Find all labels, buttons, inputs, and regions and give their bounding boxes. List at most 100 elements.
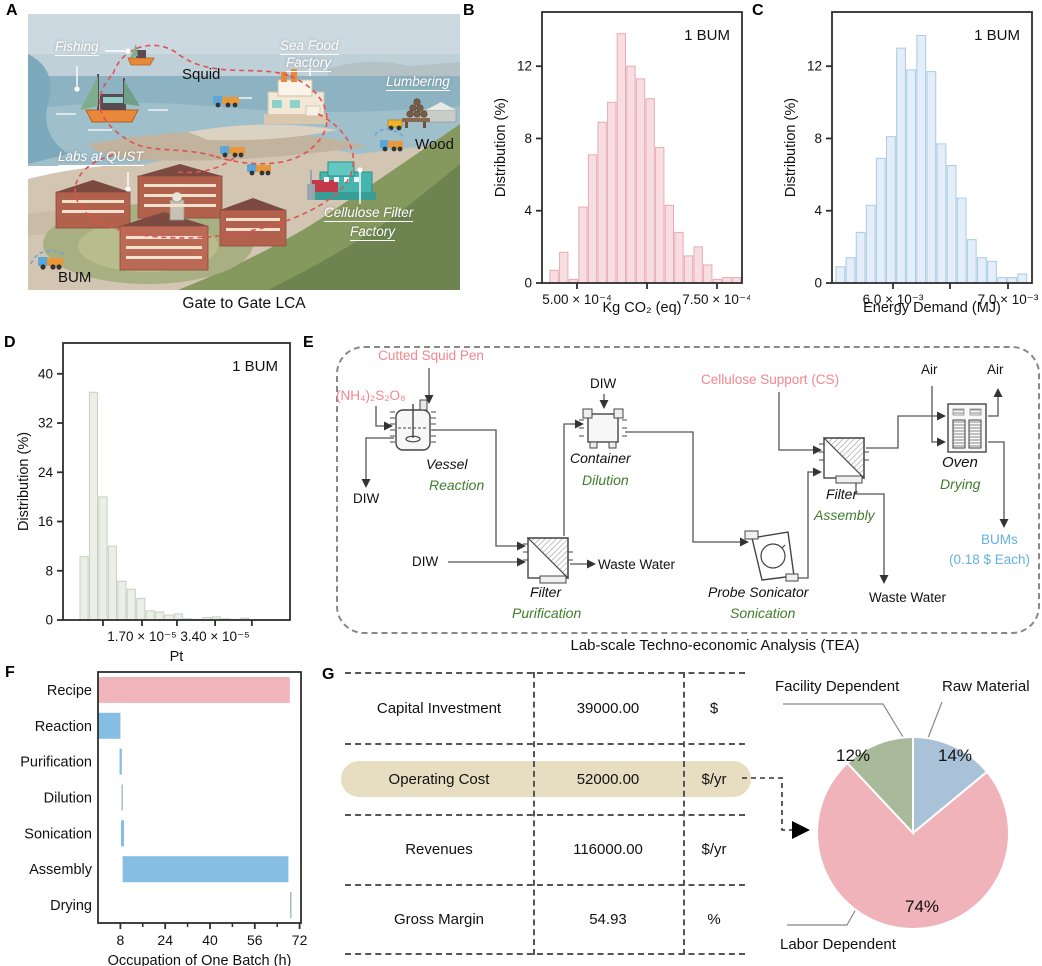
panel-letter-f: F xyxy=(5,664,15,681)
panel-letter-e: E xyxy=(303,334,314,351)
y-tick-label: 40 xyxy=(38,366,53,381)
pie-pct-label: 12% xyxy=(836,746,870,765)
label-probe-sonicator: Probe Sonicator xyxy=(708,584,809,600)
fishing-boat-large xyxy=(80,74,140,123)
hist-bar xyxy=(616,33,626,284)
hist-bar xyxy=(126,588,136,621)
hist-bar xyxy=(587,154,598,284)
line-container-sonicator xyxy=(625,431,749,547)
label-filter2: Filter xyxy=(826,486,858,502)
hist-bar xyxy=(855,231,866,284)
hist-bar xyxy=(98,496,108,621)
line-air-oven xyxy=(931,386,946,447)
panel-g: Capital Investment 39000.00 $ Operating Cos… xyxy=(320,660,1042,966)
bar-recipe xyxy=(98,676,290,703)
label-cellulose-1: Cellulose Filter xyxy=(324,205,414,222)
panel-letter-a: A xyxy=(6,2,18,19)
label-sonication: Sonication xyxy=(730,605,796,621)
hist-bar xyxy=(645,98,655,284)
hist-bar xyxy=(107,545,117,621)
y-tick-label: 0 xyxy=(814,276,822,291)
hist-bar xyxy=(976,257,987,284)
row-unit: $/yr xyxy=(701,770,727,788)
category-label: Sonication xyxy=(24,826,92,842)
label-seafood-1: Sea Food xyxy=(280,38,339,55)
label-cellulose-support: Cellulose Support (CS) xyxy=(701,372,840,387)
histogram-co2: 0 4 8 12 5.00 × 10⁻⁴ 7.50 × 10⁻⁴ Distribution … xyxy=(493,11,750,316)
panel-a-caption: Gate to Gate LCA xyxy=(182,295,306,312)
hist-bar xyxy=(88,391,99,621)
fishing-boat-small xyxy=(127,44,155,66)
truck xyxy=(213,96,239,108)
label-purification: Purification xyxy=(512,605,582,621)
line-filter2-oven xyxy=(866,411,946,449)
row-label: Operating Cost xyxy=(388,770,490,788)
table-row: Capital Investment 39000.00 $ xyxy=(345,672,745,743)
line-filter1-container xyxy=(563,419,584,536)
hist-bar xyxy=(635,78,646,284)
hist-bar xyxy=(655,147,665,284)
hist-bar xyxy=(117,580,127,621)
green-dark xyxy=(268,164,460,290)
hist-bar xyxy=(664,204,674,284)
filter-assembly-icon xyxy=(819,437,869,484)
table-row: Revenues 116000.00 $/yr xyxy=(345,813,745,885)
annotation-1bum: 1 BUM xyxy=(684,27,730,44)
hist-bar xyxy=(865,204,876,284)
pie-slice-raw-material xyxy=(912,735,989,836)
filter-purification-icon xyxy=(523,537,573,584)
hist-bar xyxy=(683,255,694,284)
category-label: Reaction xyxy=(35,719,92,735)
line-cs-filter2 xyxy=(778,392,822,455)
table-row: Operating Cost 52000.00 $/yr xyxy=(341,742,751,814)
label-diw-vessel: DIW xyxy=(353,491,380,506)
panel-letter-c: C xyxy=(752,2,764,19)
y-tick-label: 4 xyxy=(814,203,822,218)
operating-cost-arrow xyxy=(742,777,810,839)
category-label: Dilution xyxy=(44,791,92,807)
hist-bar xyxy=(875,157,886,284)
pie-slice-labor-dependent xyxy=(816,761,1011,930)
category-label: Drying xyxy=(50,898,92,914)
x-tick-label: 3.40 × 10⁻⁵ xyxy=(180,629,249,644)
label-filter1: Filter xyxy=(530,584,562,600)
pie-pct-label: 14% xyxy=(938,746,972,765)
trucks xyxy=(38,96,403,270)
x-axis-label: Energy Demand (MJ) xyxy=(863,300,1001,316)
hist-bar xyxy=(79,556,89,621)
bar-sonication xyxy=(120,820,125,847)
hist-bar xyxy=(578,206,588,284)
vessel-icon xyxy=(390,399,436,451)
table-row: Gross Margin 54.93% xyxy=(345,884,745,955)
hist-bar xyxy=(946,165,957,284)
y-tick-label: 4 xyxy=(524,203,532,218)
y-axis-label: Distribution (%) xyxy=(16,432,32,531)
lca-scene xyxy=(28,14,460,290)
annotation-1bum: 1 BUM xyxy=(232,358,278,375)
hist-bar xyxy=(906,69,917,284)
bar-assembly xyxy=(122,856,289,883)
hist-bar xyxy=(549,269,559,284)
line-filter2-waste xyxy=(855,480,889,584)
y-tick-label: 24 xyxy=(38,465,54,480)
row-unit: % xyxy=(707,911,721,929)
hist-bar xyxy=(136,597,146,621)
probe-sonicator-icon xyxy=(744,530,799,582)
label-lumbering: Lumbering xyxy=(386,74,450,91)
plot-box xyxy=(831,11,1033,284)
tea-diagram-border xyxy=(336,346,1040,634)
panel-letter-d: D xyxy=(4,334,16,351)
x-tick-label: 7.50 × 10⁻⁴ xyxy=(682,292,750,307)
hist-bar xyxy=(703,264,713,284)
histogram-pt: 0 8 16 24 32 40 1.70 × 10⁻⁵ 3.40 × 10⁻⁵ Distribu… xyxy=(16,342,291,665)
x-tick-label: 8 xyxy=(117,932,125,948)
hist-bar xyxy=(597,121,607,284)
batch-occupation-chart: Recipe Reaction Purification Dilution Sonica… xyxy=(20,671,308,966)
row-value: 116000.00 xyxy=(573,841,643,859)
y-tick-label: 0 xyxy=(45,613,53,628)
flow-lines xyxy=(361,368,1009,584)
x-tick-label: 40 xyxy=(202,932,218,948)
cellulose-filter-factory xyxy=(307,161,376,200)
sand-bar xyxy=(188,124,338,141)
y-tick-label: 0 xyxy=(524,276,532,291)
